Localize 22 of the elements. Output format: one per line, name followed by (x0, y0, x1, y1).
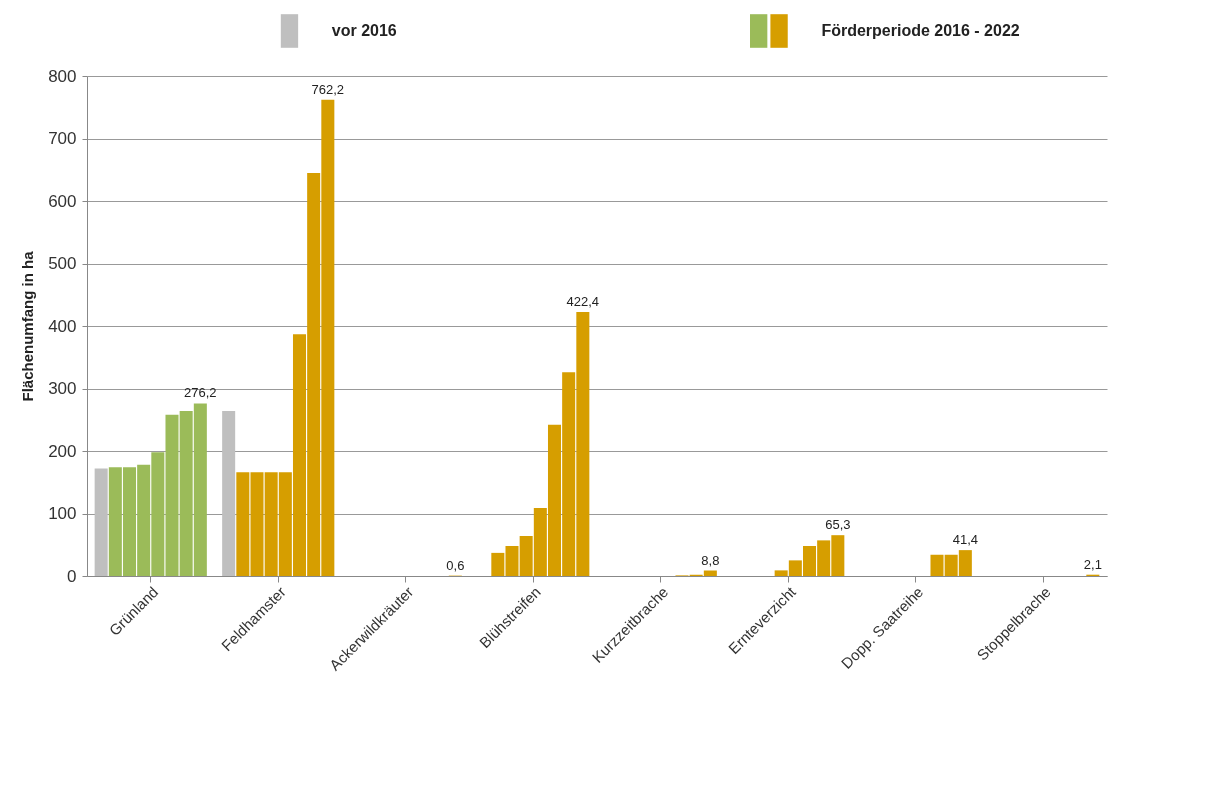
data-label: 2,1 (1083, 556, 1102, 572)
y-tick-label: 600 (48, 191, 77, 211)
legend-label: Förderperiode 2016 - 2022 (821, 22, 1020, 39)
y-tick-label: 200 (48, 441, 77, 461)
y-axis-title: Flächenumfang in ha (19, 250, 37, 402)
data-label: 422,4 (566, 294, 600, 309)
y-tick-label: 300 (48, 379, 77, 398)
data-label: 0,6 (446, 557, 465, 573)
data-label: 8,8 (701, 552, 720, 568)
data-label: 65,3 (825, 517, 851, 533)
y-tick-label: 100 (48, 504, 77, 523)
y-tick-label: 700 (48, 129, 77, 148)
y-tick-label: 0 (67, 566, 77, 586)
y-tick-label: 400 (48, 316, 77, 336)
bar (94, 468, 108, 576)
y-tick-label: 800 (48, 66, 77, 86)
bar (222, 411, 236, 576)
data-label: 762,2 (311, 81, 345, 97)
data-label: 41,4 (952, 532, 978, 548)
legend-label: vor 2016 (331, 22, 397, 39)
data-label: 276,2 (184, 385, 217, 401)
y-tick-label: 500 (48, 254, 77, 273)
